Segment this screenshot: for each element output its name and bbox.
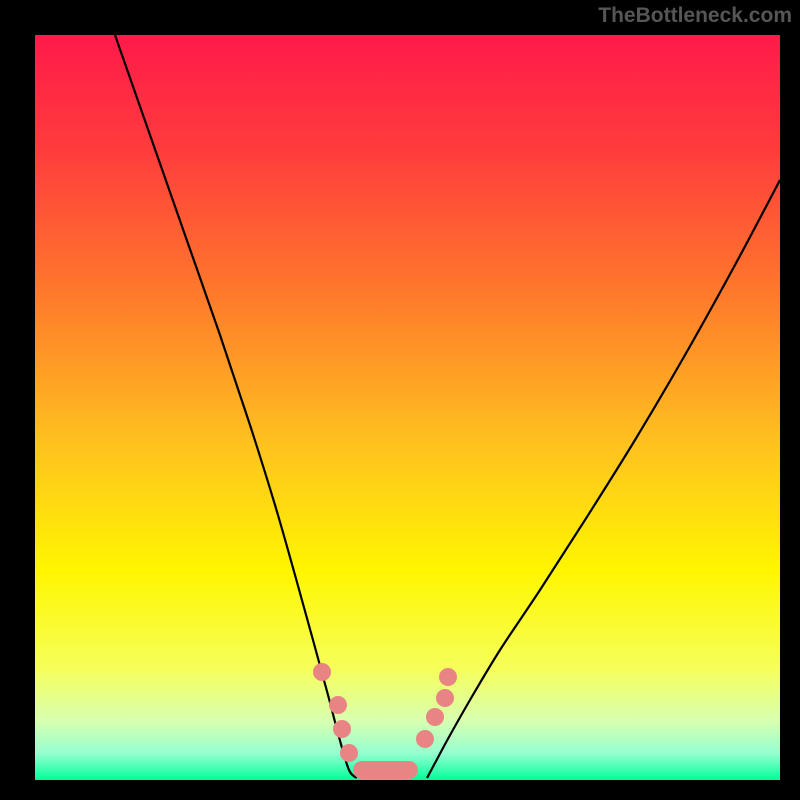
overlay-dot xyxy=(416,730,434,748)
overlay-dot xyxy=(436,689,454,707)
curve-layer xyxy=(35,35,780,780)
overlay-dot xyxy=(439,668,457,686)
overlay-dot xyxy=(426,708,444,726)
overlay-dot xyxy=(333,720,351,738)
overlay-dot xyxy=(340,744,358,762)
overlay-bar xyxy=(353,761,418,779)
watermark-text: TheBottleneck.com xyxy=(598,4,792,28)
chart-container: TheBottleneck.com xyxy=(0,0,800,800)
overlay-dot xyxy=(329,696,347,714)
overlay-dot xyxy=(313,663,331,681)
plot-area xyxy=(35,35,780,780)
right-curve xyxy=(427,180,780,778)
